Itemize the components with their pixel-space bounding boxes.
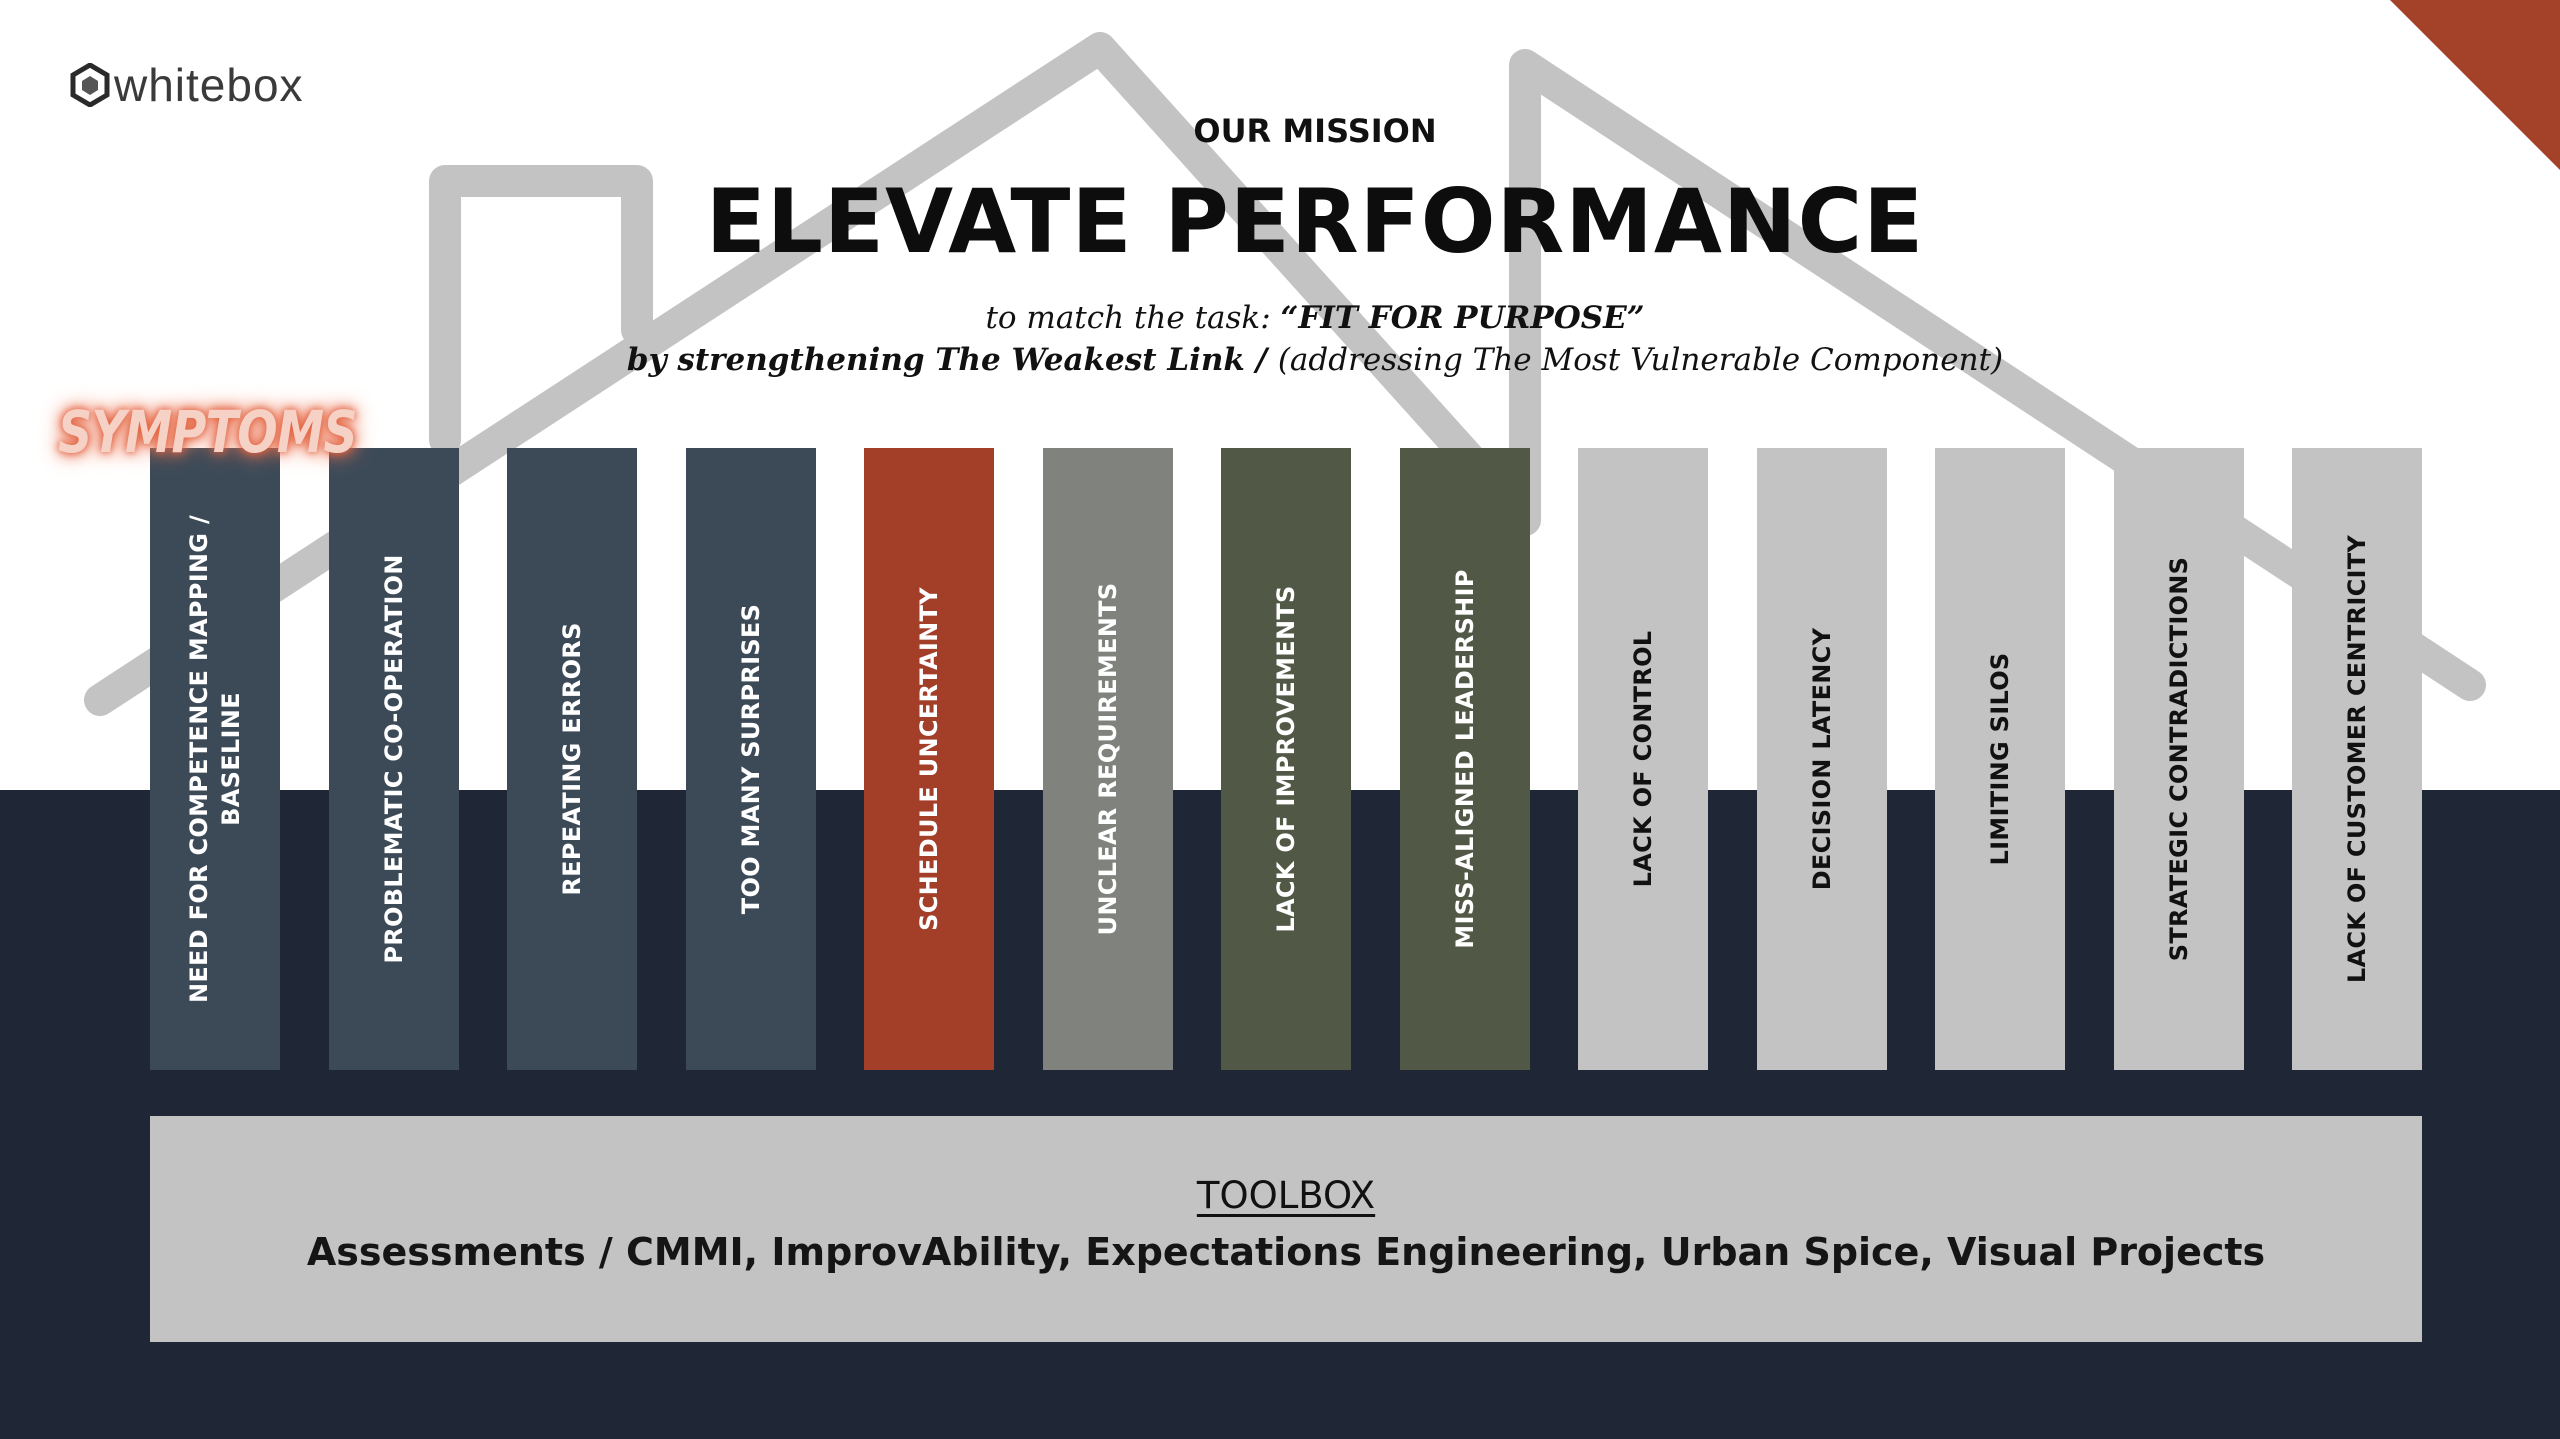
subtitle-prefix: to match the task:: [985, 300, 1281, 336]
pillar-label: LIMITING SILOS: [1986, 652, 2014, 866]
pillar-label: STRATEGIC CONTRADICTIONS: [2165, 556, 2193, 962]
subtitle-emphasis: “FIT FOR PURPOSE”: [1280, 300, 1645, 336]
toolbox-title: TOOLBOX: [1196, 1174, 1376, 1217]
corner-accent: [2390, 0, 2560, 170]
pillar-10: DECISION LATENCY: [1757, 448, 1887, 1070]
pillar-1: NEED FOR COMPETENCE MAPPING / BASELINE: [150, 448, 280, 1070]
pillar-label: PROBLEMATIC CO-OPERATION: [380, 554, 408, 964]
mission-kicker: OUR MISSION: [1193, 112, 1437, 150]
pillar-9: LACK OF CONTROL: [1578, 448, 1708, 1070]
subtitle-rest: (addressing The Most Vulnerable Componen…: [1277, 342, 2004, 378]
pillar-label: LACK OF IMPROVEMENTS: [1272, 585, 1300, 933]
logo-text: whitebox: [114, 59, 304, 111]
pillar-label: TOO MANY SURPRISES: [737, 603, 765, 915]
page-title: ELEVATE PERFORMANCE: [705, 170, 1925, 273]
pillar-2: PROBLEMATIC CO-OPERATION: [329, 448, 459, 1070]
pillar-label: LACK OF CONTROL: [1629, 630, 1657, 888]
toolbox-panel: TOOLBOX Assessments / CMMI, ImprovAbilit…: [150, 1116, 2422, 1342]
pillar-6: UNCLEAR REQUIREMENTS: [1043, 448, 1173, 1070]
pillar-label: NEED FOR COMPETENCE MAPPING / BASELINE: [185, 514, 245, 1004]
pillar-4: TOO MANY SURPRISES: [686, 448, 816, 1070]
pillar-label: SCHEDULE UNCERTAINTY: [915, 587, 943, 931]
pillar-13: LACK OF CUSTOMER CENTRICITY: [2292, 448, 2422, 1070]
subtitle-emphasis-2: by strengthening The Weakest Link /: [626, 342, 1278, 378]
hexagon-logo-icon: [70, 63, 110, 107]
pillar-label: LACK OF CUSTOMER CENTRICITY: [2343, 534, 2371, 984]
pillar-11: LIMITING SILOS: [1935, 448, 2065, 1070]
pillar-label: MISS-ALIGNED LEADERSHIP: [1451, 569, 1479, 949]
toolbox-tools: Assessments / CMMI, ImprovAbility, Expec…: [306, 1230, 2266, 1274]
pillar-5: SCHEDULE UNCERTAINTY: [864, 448, 994, 1070]
subtitle-line-2: by strengthening The Weakest Link / (add…: [0, 342, 2560, 378]
whitebox-logo: whitebox: [70, 58, 304, 112]
pillar-3: REPEATING ERRORS: [507, 448, 637, 1070]
symptoms-label: SYMPTOMS: [58, 398, 358, 466]
pillar-8: MISS-ALIGNED LEADERSHIP: [1400, 448, 1530, 1070]
pillar-label: REPEATING ERRORS: [558, 622, 586, 896]
pillar-label: DECISION LATENCY: [1808, 627, 1836, 891]
pillar-7: LACK OF IMPROVEMENTS: [1221, 448, 1351, 1070]
pillar-label: UNCLEAR REQUIREMENTS: [1094, 582, 1122, 936]
subtitle-line-1: to match the task: “FIT FOR PURPOSE”: [0, 300, 2560, 336]
pillar-12: STRATEGIC CONTRADICTIONS: [2114, 448, 2244, 1070]
